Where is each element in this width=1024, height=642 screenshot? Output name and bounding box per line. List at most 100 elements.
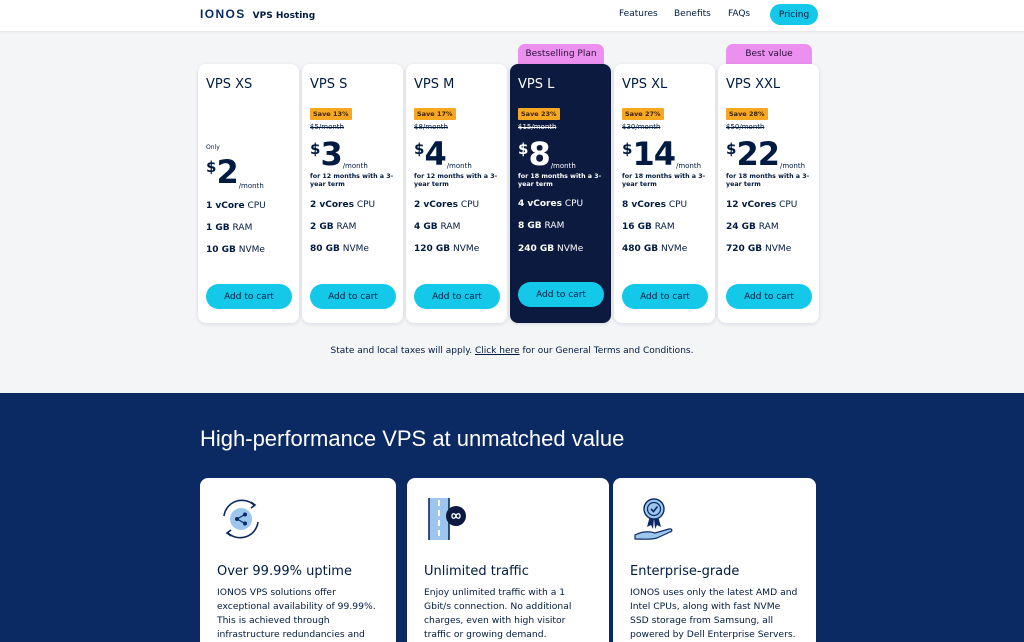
- spec-ram: 4 GB RAM: [414, 222, 460, 232]
- spec-ram: 8 GB RAM: [518, 221, 564, 231]
- add-to-cart-button[interactable]: Add to cart: [206, 284, 292, 309]
- spec-storage: 80 GB NVMe: [310, 244, 369, 254]
- price-term: for 12 months with a 3-year term: [414, 173, 498, 188]
- nav-faqs[interactable]: FAQs: [728, 9, 751, 19]
- price-amount: 4: [424, 135, 446, 173]
- plan-name: VPS XL: [622, 77, 668, 92]
- price-term: for 18 months with a 3-year term: [726, 173, 810, 188]
- spec-ram: 16 GB RAM: [622, 222, 675, 232]
- award-hand-icon: [629, 494, 679, 544]
- price-amount: 2: [216, 153, 238, 191]
- spec-storage-unit: NVMe: [661, 244, 688, 254]
- spec-ram-unit: RAM: [654, 222, 675, 232]
- taxes-note: State and local taxes will apply. Click …: [0, 346, 1024, 356]
- spec-ram-unit: RAM: [336, 222, 357, 232]
- price-period: /month: [675, 162, 702, 170]
- best-value-ribbon: Best value: [726, 44, 812, 64]
- currency-symbol: $: [622, 140, 633, 158]
- plan-card-vps-xs: VPS XS Only $ 2 /month 1 vCore CPU 1 GB …: [198, 64, 299, 323]
- spec-cpu: 2 vCores CPU: [310, 200, 375, 210]
- plan-price: $ 2 /month: [206, 156, 264, 190]
- add-to-cart-button[interactable]: Add to cart: [518, 282, 604, 307]
- spec-ram-unit: RAM: [758, 222, 779, 232]
- feature-text: Enjoy unlimited traffic with a 1 Gbit/s …: [424, 587, 572, 640]
- spec-storage-unit: NVMe: [453, 244, 480, 254]
- spec-cpu: 2 vCores CPU: [414, 200, 479, 210]
- price-term: for 12 months with a 3-year term: [310, 173, 394, 188]
- feature-title: Over 99.99% uptime: [217, 564, 352, 579]
- spec-cpu-value: 12 vCores: [726, 200, 777, 210]
- currency-symbol: $: [518, 140, 529, 158]
- price-amount: 8: [528, 135, 550, 173]
- discount-badge: Save 28%: [726, 108, 768, 120]
- spec-cpu-value: 8 vCores: [622, 200, 666, 210]
- feature-card-uptime: Over 99.99% uptime IONOS VPS solutions o…: [200, 478, 396, 642]
- pricing-button[interactable]: Pricing: [770, 4, 818, 25]
- nav-features[interactable]: Features: [619, 9, 658, 19]
- spec-cpu-unit: CPU: [247, 201, 266, 211]
- plan-price: $ 8 /month: [518, 138, 576, 170]
- spec-ram-unit: RAM: [544, 221, 565, 231]
- add-to-cart-button[interactable]: Add to cart: [622, 284, 708, 309]
- nav-benefits[interactable]: Benefits: [674, 9, 711, 19]
- spec-cpu-unit: CPU: [460, 200, 480, 210]
- plan-card-vps-xl: VPS XL Save 27% $30/month $ 14 /month fo…: [614, 64, 715, 323]
- plan-price: $ 14 /month: [622, 138, 701, 170]
- plan-card-vps-s: VPS S Save 13% $5/month $ 3 /month for 1…: [302, 64, 403, 323]
- plan-card-vps-xxl: VPS XXL Save 28% $50/month $ 22 /month f…: [718, 64, 819, 323]
- spec-storage-value: 80 GB: [310, 244, 340, 254]
- spec-storage-unit: NVMe: [557, 244, 584, 254]
- price-term: for 18 months with a 3-year term: [622, 173, 706, 188]
- bestselling-plan-ribbon: Bestselling Plan: [518, 44, 604, 64]
- spec-cpu-unit: CPU: [668, 200, 688, 210]
- spec-ram: 1 GB RAM: [206, 223, 252, 233]
- brand[interactable]: IONOS VPS Hosting: [200, 7, 315, 21]
- spec-ram-unit: RAM: [232, 223, 253, 233]
- price-period: /month: [779, 162, 806, 170]
- terms-link[interactable]: Click here: [474, 346, 520, 356]
- plan-price: $ 22 /month: [726, 138, 805, 170]
- section-heading: High-performance VPS at unmatched value: [200, 426, 625, 451]
- currency-symbol: $: [310, 140, 321, 158]
- spec-cpu: 8 vCores CPU: [622, 200, 687, 210]
- spec-storage-unit: NVMe: [765, 244, 792, 254]
- feature-title: Unlimited traffic: [424, 564, 529, 579]
- plan-name: VPS S: [310, 77, 348, 92]
- spec-ram-value: 2 GB: [310, 222, 334, 232]
- spec-ram-value: 16 GB: [622, 222, 652, 232]
- plan-name: VPS M: [414, 77, 455, 92]
- price-amount: 22: [736, 135, 780, 173]
- discount-badge: Save 17%: [414, 108, 456, 120]
- spec-cpu-unit: CPU: [779, 200, 798, 210]
- spec-storage: 10 GB NVMe: [206, 245, 265, 255]
- product-name: VPS Hosting: [252, 11, 316, 21]
- price-period: /month: [446, 162, 472, 170]
- spec-storage-value: 720 GB: [726, 244, 763, 254]
- spec-ram: 24 GB RAM: [726, 222, 779, 232]
- spec-cpu-value: 2 vCores: [414, 200, 458, 210]
- spec-storage: 240 GB NVMe: [518, 244, 583, 254]
- price-period: /month: [550, 162, 576, 170]
- spec-cpu: 12 vCores CPU: [726, 200, 797, 210]
- spec-storage-value: 10 GB: [206, 245, 236, 255]
- taxes-text-suffix: for our General Terms and Conditions.: [522, 346, 694, 356]
- spec-cpu-value: 1 vCore: [206, 201, 245, 211]
- share-cycle-icon: [216, 494, 266, 544]
- original-price: $50/month: [726, 123, 765, 131]
- spec-storage-value: 240 GB: [518, 244, 555, 254]
- plan-name: VPS XS: [206, 77, 253, 92]
- feature-text: IONOS VPS solutions offer exceptional av…: [217, 587, 376, 640]
- unlimited-traffic-icon: [423, 494, 473, 544]
- add-to-cart-button[interactable]: Add to cart: [310, 284, 396, 309]
- spec-cpu-value: 4 vCores: [518, 199, 562, 209]
- feature-card-enterprise: Enterprise-grade IONOS uses only the lat…: [613, 478, 816, 642]
- spec-ram-value: 8 GB: [518, 221, 542, 231]
- taxes-text: State and local taxes will apply.: [330, 346, 473, 356]
- price-period: /month: [238, 182, 264, 190]
- ionos-logo[interactable]: IONOS: [200, 7, 246, 21]
- discount-badge: Save 13%: [310, 108, 352, 120]
- spec-ram-value: 24 GB: [726, 222, 756, 232]
- add-to-cart-button[interactable]: Add to cart: [414, 284, 500, 309]
- add-to-cart-button[interactable]: Add to cart: [726, 284, 812, 309]
- spec-storage: 120 GB NVMe: [414, 244, 479, 254]
